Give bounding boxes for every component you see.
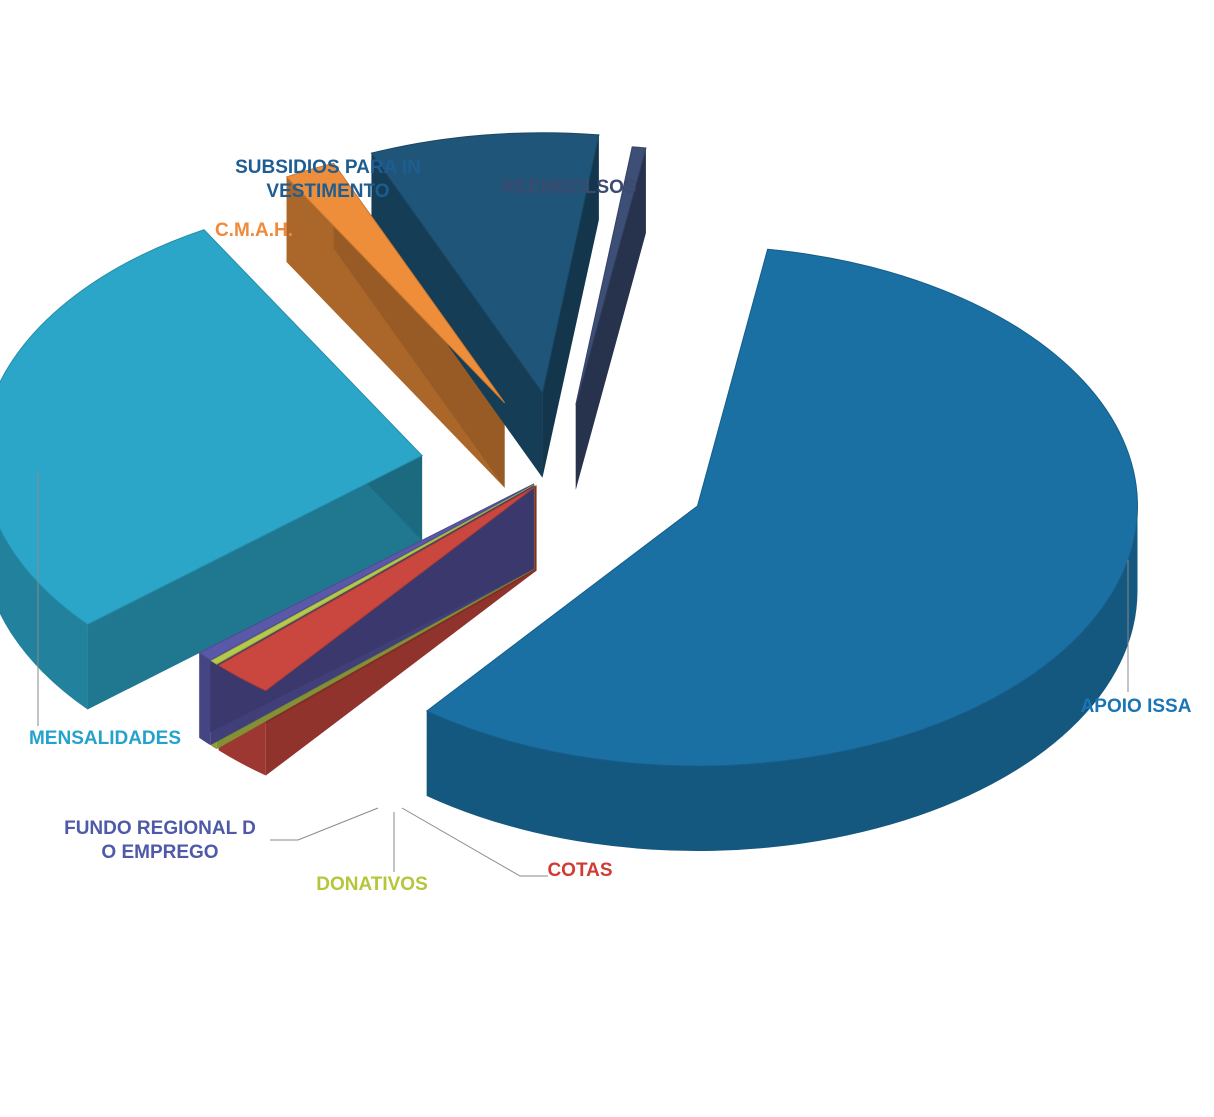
slice-reembolsos (575, 146, 647, 405)
label-line: APOIO ISSA (1081, 696, 1192, 717)
slice-cmah (285, 162, 506, 404)
label-line: VESTIMENTO (266, 181, 389, 202)
slice-rim-apoio-issa (426, 505, 1138, 851)
label-line: COTAS (547, 860, 612, 881)
slice-fundo-regional (198, 483, 535, 661)
label-line: C.M.A.H. (215, 220, 293, 241)
slice-wall-reembolsos (575, 148, 646, 490)
label-line: REEMBOLSOS (501, 177, 636, 198)
leader-lines (37, 470, 1129, 877)
label-fundo-regional: FUNDO REGIONAL D O EMPREGO (64, 818, 256, 863)
label-mensalidades: MENSALIDADES (29, 728, 181, 749)
slice-cotas (217, 485, 537, 692)
slice-apoio-issa (425, 248, 1138, 767)
slice-rim-fundo-regional (199, 652, 211, 746)
label-line: FUNDO REGIONAL D (64, 818, 256, 839)
slice-subsidios (370, 132, 600, 394)
slice-rim-mensalidades (0, 528, 88, 710)
leader-line-cotas (401, 807, 548, 877)
slice-donativos (210, 483, 535, 665)
label-line: O EMPREGO (101, 842, 218, 863)
label-cmah: C.M.A.H. (215, 220, 293, 241)
slice-tops (0, 132, 1138, 767)
slice-mensalidades (0, 229, 423, 626)
label-line: MENSALIDADES (29, 728, 181, 749)
label-donativos: DONATIVOS (316, 874, 428, 895)
label-line: SUBSIDIOS PARA IN (235, 157, 421, 178)
label-line: DONATIVOS (316, 874, 428, 895)
label-cotas: COTAS (547, 860, 612, 881)
label-subsidios: SUBSIDIOS PARA IN VESTIMENTO (235, 157, 421, 202)
label-apoio-issa: APOIO ISSA (1081, 696, 1192, 717)
slice-wall-mensalidades (87, 455, 423, 710)
slice-wall-subsidios (542, 134, 599, 478)
slice-labels: APOIO ISSA COTAS DONATIVOS FUNDO REGIONAL D… (29, 157, 1192, 895)
label-reembolsos: REEMBOLSOS (501, 177, 636, 198)
leader-line-fundo-regional (270, 807, 379, 841)
